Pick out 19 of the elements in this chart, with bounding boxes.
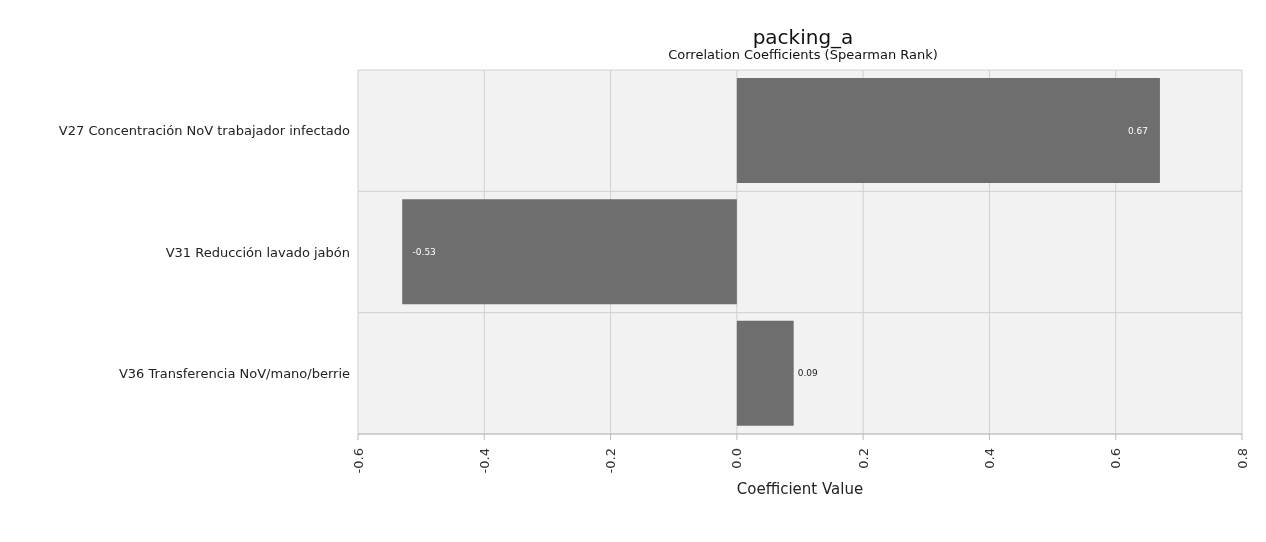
chart-title: packing_a [751, 25, 855, 49]
data-label: 0.67 [1127, 125, 1148, 136]
x-tick-label: 0.4 [981, 448, 997, 469]
data-label: 0.09 [797, 368, 818, 379]
y-tick-label: V27 Concentración NoV trabajador infectado [58, 123, 351, 139]
x-tick-label: 0.2 [855, 448, 871, 469]
data-label: -0.53 [412, 246, 436, 257]
x-tick-label: -0.4 [476, 448, 492, 474]
y-tick-label: V31 Reducción lavado jabón [165, 244, 350, 260]
bar [736, 78, 1160, 183]
x-tick-label: 0.0 [729, 448, 745, 469]
x-axis-title: Coefficient Value [736, 480, 864, 498]
y-tick-label: V36 Transferencia NoV/mano/berrie [118, 365, 350, 381]
x-tick-label: -0.6 [350, 448, 366, 474]
x-tick-label: 0.6 [1108, 448, 1124, 469]
bar [736, 320, 794, 426]
x-tick-label: -0.2 [603, 448, 619, 474]
x-tick-label: 0.8 [1234, 448, 1250, 469]
bar [402, 199, 737, 305]
